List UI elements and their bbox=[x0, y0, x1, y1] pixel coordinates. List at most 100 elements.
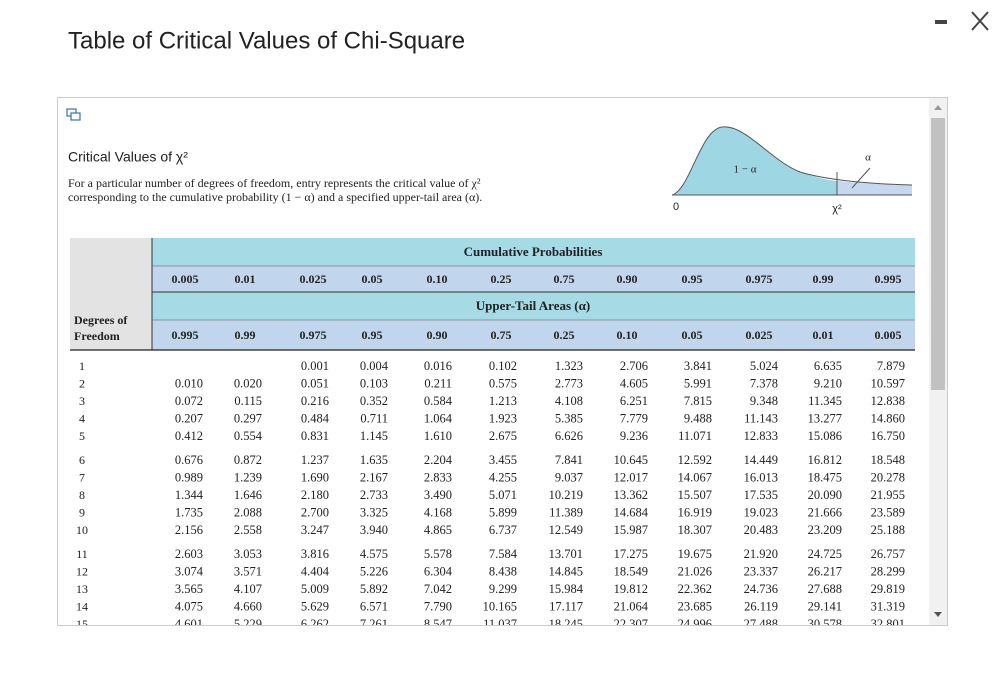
column-header: 0.025 bbox=[300, 272, 327, 286]
table-cell: 10.165 bbox=[483, 599, 517, 613]
table-cell: 21.955 bbox=[871, 488, 905, 502]
column-header: 0.01 bbox=[813, 328, 834, 342]
table-cell: 7.790 bbox=[424, 599, 452, 613]
table-cell: 5.899 bbox=[489, 505, 517, 519]
table-cell: 4.605 bbox=[620, 376, 648, 390]
table-cell: 1.923 bbox=[489, 411, 517, 425]
table-cell: 1.690 bbox=[301, 470, 329, 484]
table-cell: 3.455 bbox=[489, 453, 517, 467]
figure-label: 0 bbox=[673, 201, 679, 213]
table-cell: 1.610 bbox=[424, 429, 452, 443]
table-cell: 3.940 bbox=[360, 523, 388, 537]
table-cell: 0.711 bbox=[360, 411, 388, 425]
dialog-title: Table of Critical Values of Chi-Square bbox=[68, 27, 465, 54]
column-header: 0.975 bbox=[746, 272, 773, 286]
table-cell: 3.490 bbox=[424, 488, 452, 502]
degrees-of-freedom: 9 bbox=[79, 505, 85, 519]
table-cell: 15.987 bbox=[614, 523, 648, 537]
table-cell: 4.255 bbox=[489, 470, 517, 484]
table-cell: 27.688 bbox=[808, 582, 842, 596]
table-cell: 6.635 bbox=[814, 359, 842, 373]
table-cell: 4.168 bbox=[424, 505, 452, 519]
table-cell: 0.412 bbox=[175, 429, 203, 443]
table-cell: 22.307 bbox=[614, 617, 648, 631]
table-cell: 11.345 bbox=[808, 394, 842, 408]
table-cell: 1.239 bbox=[234, 470, 262, 484]
degrees-of-freedom: 1 bbox=[79, 359, 85, 373]
scroll-up[interactable] bbox=[934, 105, 942, 110]
table-cell: 5.385 bbox=[555, 411, 583, 425]
table-cell: 1.735 bbox=[175, 505, 203, 519]
degrees-of-freedom: 13 bbox=[76, 582, 88, 596]
column-header: 0.995 bbox=[875, 272, 902, 286]
popout-icon[interactable] bbox=[66, 108, 81, 121]
table-cell: 4.108 bbox=[555, 394, 583, 408]
table-cell: 13.362 bbox=[614, 488, 648, 502]
row-header: Degrees of bbox=[74, 313, 128, 327]
table-cell: 7.042 bbox=[424, 582, 452, 596]
close-button[interactable] bbox=[971, 11, 989, 31]
figure-label: α bbox=[865, 152, 871, 164]
table-cell: 16.750 bbox=[871, 429, 905, 443]
table-cell: 15.984 bbox=[549, 582, 584, 596]
column-header: 0.005 bbox=[172, 272, 199, 286]
column-header: 0.025 bbox=[746, 328, 773, 342]
table-cell: 8.438 bbox=[489, 564, 517, 578]
table-cell: 6.737 bbox=[489, 523, 517, 537]
column-header: 0.90 bbox=[617, 272, 638, 286]
table-cell: 20.090 bbox=[808, 488, 842, 502]
table-cell: 2.167 bbox=[360, 470, 388, 484]
table-cell: 22.362 bbox=[678, 582, 712, 596]
table-cell: 24.736 bbox=[744, 582, 778, 596]
table-cell: 21.666 bbox=[808, 505, 842, 519]
table-cell: 7.815 bbox=[684, 394, 712, 408]
table-cell: 0.575 bbox=[489, 376, 517, 390]
table-cell: 7.261 bbox=[360, 617, 388, 631]
table-cell: 2.773 bbox=[555, 376, 583, 390]
table-cell: 7.879 bbox=[877, 359, 905, 373]
scroll-down[interactable] bbox=[934, 612, 942, 617]
table-cell: 6.304 bbox=[424, 564, 453, 578]
table-cell: 16.812 bbox=[808, 453, 842, 467]
table-cell: 9.236 bbox=[620, 429, 648, 443]
scroll-thumb[interactable] bbox=[931, 118, 945, 390]
table-cell: 4.107 bbox=[234, 582, 262, 596]
table-cell: 20.278 bbox=[871, 470, 905, 484]
table-cell: 23.337 bbox=[744, 564, 778, 578]
table-cell: 11.037 bbox=[483, 617, 517, 631]
table-cell: 0.051 bbox=[301, 376, 329, 390]
table-cell: 4.575 bbox=[360, 547, 388, 561]
table-cell: 0.102 bbox=[489, 359, 517, 373]
table-cell: 10.645 bbox=[614, 453, 648, 467]
table-cell: 1.145 bbox=[360, 429, 388, 443]
table-cell: 6.251 bbox=[620, 394, 648, 408]
table-cell: 3.841 bbox=[684, 359, 712, 373]
table-cell: 4.601 bbox=[175, 617, 203, 631]
table-cell: 29.819 bbox=[871, 582, 905, 596]
table-cell: 13.277 bbox=[808, 411, 842, 425]
column-header: 0.75 bbox=[491, 328, 512, 342]
degrees-of-freedom: 8 bbox=[79, 488, 85, 502]
table-cell: 11.071 bbox=[678, 429, 712, 443]
table-cell: 5.892 bbox=[360, 582, 388, 596]
table-cell: 5.071 bbox=[489, 488, 517, 502]
column-header: 0.99 bbox=[813, 272, 834, 286]
table-cell: 30.578 bbox=[808, 617, 842, 631]
table-cell: 9.488 bbox=[684, 411, 712, 425]
table-cell: 32.801 bbox=[871, 617, 905, 631]
table-cell: 3.053 bbox=[234, 547, 262, 561]
table-cell: 1.323 bbox=[555, 359, 583, 373]
minimize-button[interactable] bbox=[935, 20, 947, 24]
table-cell: 27.488 bbox=[744, 617, 778, 631]
table-cell: 11.143 bbox=[744, 411, 778, 425]
table-cell: 14.860 bbox=[871, 411, 905, 425]
column-header: 0.25 bbox=[554, 328, 575, 342]
table-cell: 18.307 bbox=[678, 523, 712, 537]
table-cell: 2.180 bbox=[301, 488, 329, 502]
table-cell: 18.548 bbox=[871, 453, 905, 467]
table-cell: 2.675 bbox=[489, 429, 517, 443]
table-cell: 0.207 bbox=[175, 411, 203, 425]
group-header: Upper-Tail Areas (α) bbox=[476, 298, 590, 313]
table-cell: 9.348 bbox=[750, 394, 778, 408]
